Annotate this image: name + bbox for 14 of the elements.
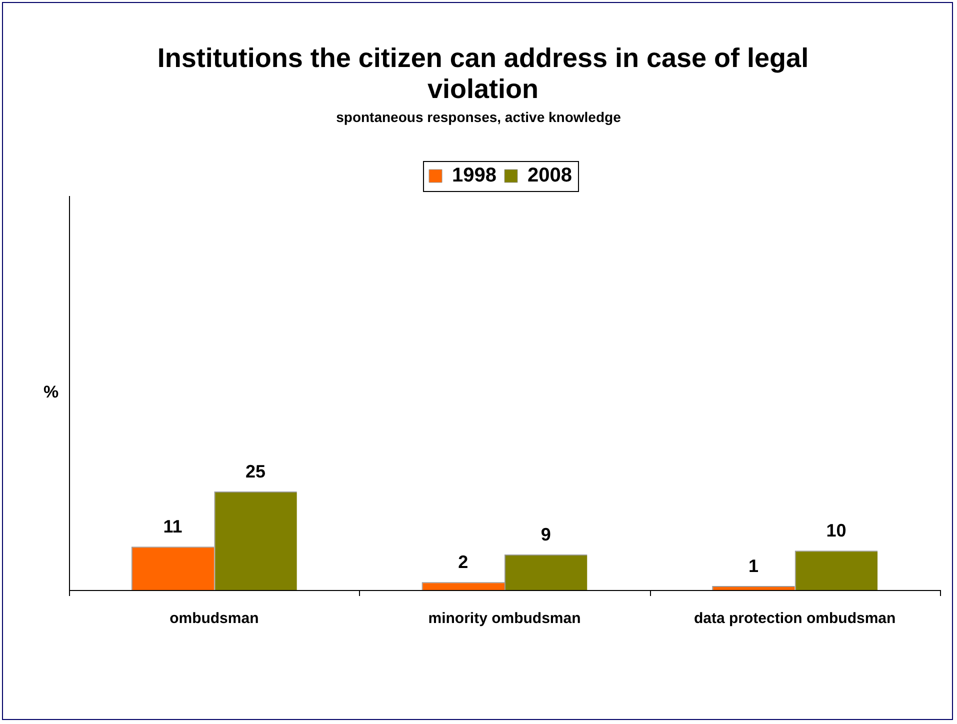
x-tick-label: minority ombudsman [428,610,581,628]
chart-title: Institutions the citizen can address in case of legal violation [156,43,810,105]
legend-label: 2008 [528,164,572,187]
data-label: 2 [458,552,468,572]
chart-subtitle: spontaneous responses, active knowledge [335,109,622,125]
data-label: 25 [246,461,266,482]
data-label: 9 [540,524,551,545]
legend-label: 1998 [452,164,497,187]
data-label: 1 [748,556,758,576]
x-tick-label: data protection ombudsman [694,610,896,628]
data-label: 10 [826,520,846,541]
y-axis-title: % [43,382,59,402]
data-label: 11 [163,516,182,537]
x-tick-label: ombudsman [170,610,259,628]
